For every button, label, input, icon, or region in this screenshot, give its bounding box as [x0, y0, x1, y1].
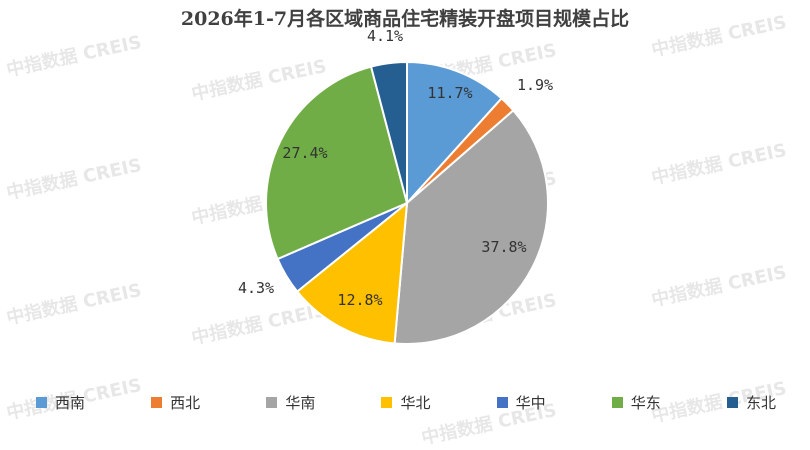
legend-label: 华南 — [285, 394, 316, 412]
chart-title: 2026年1-7月各区域商品住宅精装开盘项目规模占比 — [180, 8, 630, 30]
legend-swatch — [726, 397, 738, 408]
data-label: 37.8% — [481, 238, 526, 256]
pie-slice-7 — [369, 60, 408, 204]
data-label: 11.7% — [427, 84, 472, 102]
pie-chart: 11.7% 1.9% 37.8% 12.8% 4.3% 27.4% 4.1% — [238, 27, 553, 345]
legend-label: 西南 — [55, 394, 86, 412]
legend-swatch — [36, 397, 47, 408]
data-label: 1.9% — [517, 76, 553, 94]
legend: 西南 西北 华南 华北 华中 华东 东北 — [36, 392, 776, 413]
chart-area: 中指数据 CREIS 中指数据 CREIS 中指数据 CREIS 中指数据 CREIS… — [5, 8, 789, 449]
legend-item: 华南 — [266, 392, 315, 413]
legend-swatch — [611, 397, 623, 408]
pie-slice-4 — [295, 200, 409, 345]
pie-slice-1 — [406, 60, 503, 206]
legend-item: 西南 — [36, 392, 85, 413]
data-label: 12.8% — [337, 291, 382, 309]
data-label: 4.1% — [367, 27, 403, 45]
pie-slice-6 — [265, 65, 409, 261]
legend-label: 东北 — [745, 394, 776, 412]
legend-item: 西北 — [151, 392, 200, 413]
data-label: 4.3% — [238, 279, 274, 297]
legend-swatch — [151, 397, 163, 408]
legend-swatch — [381, 397, 393, 408]
legend-label: 华东 — [630, 394, 661, 412]
legend-label: 华北 — [400, 394, 431, 412]
pie-slice-3 — [393, 109, 549, 345]
legend-swatch — [266, 397, 278, 408]
legend-item: 华中 — [496, 392, 546, 413]
legend-label: 华中 — [515, 394, 546, 412]
data-label: 27.4% — [282, 144, 327, 162]
legend-item: 华北 — [381, 392, 430, 413]
legend-item: 东北 — [726, 392, 776, 413]
legend-label: 西北 — [170, 394, 201, 412]
legend-swatch — [496, 397, 508, 408]
legend-item: 华东 — [611, 392, 661, 413]
